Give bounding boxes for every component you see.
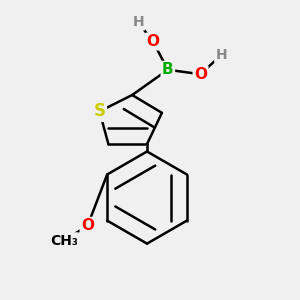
Text: O: O <box>81 218 94 233</box>
Text: B: B <box>162 62 174 77</box>
Text: H: H <box>215 48 227 62</box>
Text: S: S <box>94 102 106 120</box>
Text: CH₃: CH₃ <box>50 234 78 248</box>
Text: O: O <box>146 34 160 49</box>
Text: O: O <box>194 67 207 82</box>
Text: H: H <box>132 15 144 29</box>
